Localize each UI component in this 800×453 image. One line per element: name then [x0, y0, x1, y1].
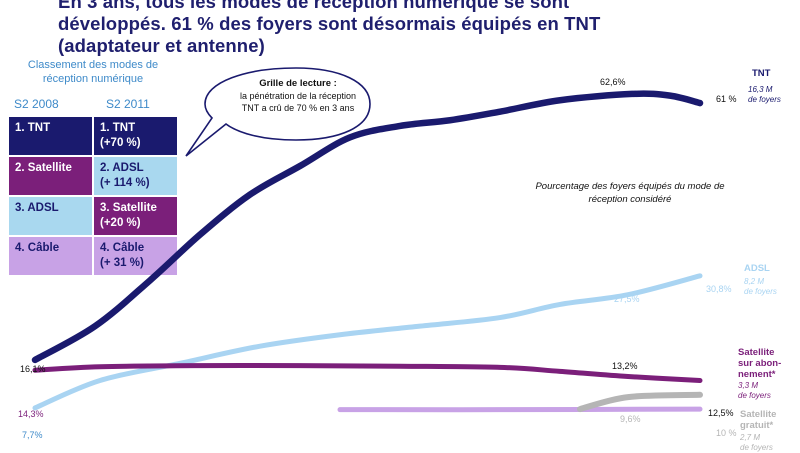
data-label-tnt-end: 61 % [716, 94, 737, 104]
speech-bubble [185, 67, 371, 157]
title-line-3: (adaptateur et antenne) [58, 35, 265, 56]
series-line-satellite_abonnement [32, 363, 703, 383]
ranking-cell-2008-4: 4. Câble [8, 236, 93, 276]
data-label-tnt-start: 16,1% [20, 364, 46, 374]
legend-note: Pourcentage des foyers équipés du mode d… [535, 181, 725, 205]
data-label-satellite_abonnement-start: 14,3% [18, 409, 44, 419]
series-line-tnt [31, 90, 704, 364]
reading-guide-text: la pénétration de la réception TNT a crû… [239, 91, 357, 113]
data-label-adsl-mid: 27,5% [614, 294, 640, 304]
ranking-cell-2011-2: 2. ADSL (+ 114 %) [93, 156, 178, 196]
series-detail-adsl: 8,2 M de foyers [744, 277, 777, 296]
title-line-2: développés. 61 % des foyers sont désorma… [58, 13, 601, 34]
ranking-cell-2008-3: 3. ADSL [8, 196, 93, 236]
data-label-satellite_abonnement-mid: 13,2% [612, 361, 638, 371]
series-name-satellite_gratuit: Satellite gratuit* [740, 409, 777, 431]
reading-guide: Grille de lecture : la pénétration de la… [238, 78, 358, 114]
ranking-title: Classement des modes de réception numéri… [27, 59, 159, 85]
series-line-cable [337, 406, 703, 413]
series-name-tnt: TNT [752, 68, 771, 79]
data-label-adsl-start: 7,7% [22, 430, 43, 440]
chart-title: En 3 ans, tous les modes de réception nu… [58, 0, 758, 57]
ranking-column-2011: S2 2011 [106, 97, 150, 111]
series-line-satellite_gratuit [577, 391, 703, 413]
series-name-adsl: ADSL [744, 263, 770, 274]
ranking-column-2008: S2 2008 [14, 97, 59, 111]
data-label-adsl-end: 30,8% [706, 284, 732, 294]
series-name-satellite_abonnement: Satellite sur abon- nement* [738, 347, 782, 380]
title-line-1: En 3 ans, tous les modes de réception nu… [58, 0, 570, 12]
ranking-cell-2008-1: 1. TNT [8, 116, 93, 156]
series-detail-tnt: 16,3 M de foyers [748, 85, 781, 104]
data-label-satellite_abonnement-end: 12,5% [708, 408, 734, 418]
data-label-tnt-peak: 62,6% [600, 77, 626, 87]
ranking-cell-2008-2: 2. Satellite [8, 156, 93, 196]
reading-guide-title: Grille de lecture : [259, 78, 337, 89]
ranking-cell-2011-3: 3. Satellite (+20 %) [93, 196, 178, 236]
data-label-satellite_gratuit-mid: 9,6% [620, 414, 641, 424]
series-detail-satellite_abonnement: 3,3 M de foyers [738, 381, 771, 400]
series-line-adsl [32, 273, 703, 411]
data-label-satellite_gratuit-end: 10 % [716, 428, 737, 438]
ranking-cell-2011-1: 1. TNT (+70 %) [93, 116, 178, 156]
series-detail-satellite_gratuit: 2,7 M de foyers [740, 433, 773, 452]
